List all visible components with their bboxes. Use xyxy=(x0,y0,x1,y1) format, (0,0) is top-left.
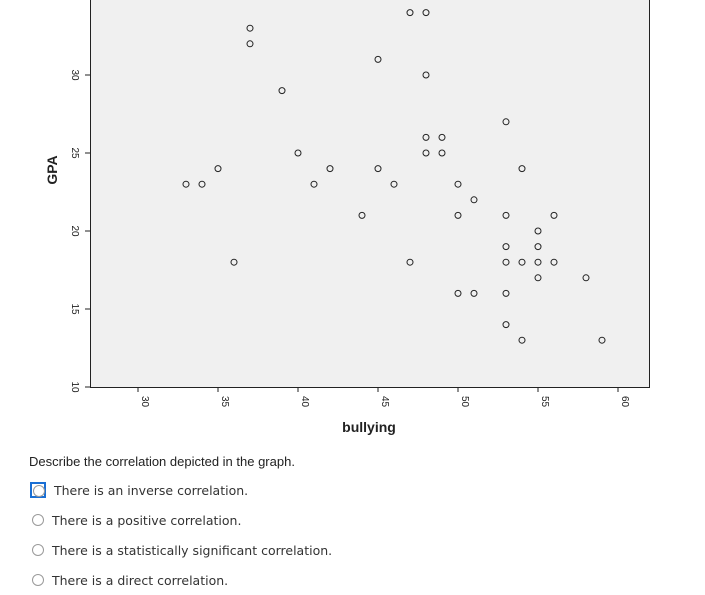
data-point xyxy=(502,258,510,266)
data-point xyxy=(406,258,414,266)
data-point xyxy=(438,149,446,157)
data-point xyxy=(518,336,526,344)
data-point xyxy=(550,211,558,219)
data-point xyxy=(278,87,286,95)
data-point xyxy=(502,211,510,219)
y-axis-label: GPA xyxy=(44,155,60,184)
data-point xyxy=(534,274,542,282)
data-point xyxy=(550,258,558,266)
data-point xyxy=(598,336,606,344)
x-tick-label: 40 xyxy=(299,396,310,408)
data-point xyxy=(374,165,382,173)
x-tick-label: 60 xyxy=(619,396,630,408)
data-point xyxy=(502,321,510,329)
data-point xyxy=(246,24,254,32)
y-tick-label: 25 xyxy=(69,147,80,159)
data-point xyxy=(326,165,334,173)
x-axis-label: bullying xyxy=(342,419,396,435)
data-points xyxy=(182,9,606,344)
option-label: There is a positive correlation. xyxy=(52,512,242,528)
data-point xyxy=(422,71,430,79)
data-point xyxy=(422,9,430,17)
data-point xyxy=(518,165,526,173)
x-tick-label: 55 xyxy=(539,396,550,408)
data-point xyxy=(438,133,446,141)
option-label: There is an inverse correlation. xyxy=(54,482,249,498)
x-tick-label: 35 xyxy=(219,396,230,408)
radio-button[interactable] xyxy=(32,574,44,586)
radio-button[interactable] xyxy=(32,514,44,526)
data-point xyxy=(470,196,478,204)
data-point xyxy=(246,40,254,48)
data-point xyxy=(518,258,526,266)
data-point xyxy=(358,211,366,219)
x-tick-label: 45 xyxy=(379,396,390,408)
data-point xyxy=(502,289,510,297)
data-point xyxy=(534,243,542,251)
option-direct-correlation[interactable]: There is a direct correlation. xyxy=(30,570,228,590)
x-tick-label: 30 xyxy=(139,396,150,408)
y-tick-label: 30 xyxy=(69,69,80,81)
data-point xyxy=(502,118,510,126)
data-point xyxy=(230,258,238,266)
x-tick-label: 50 xyxy=(459,396,470,408)
data-point xyxy=(374,55,382,63)
axes: 30 35 40 45 50 55 60 10 15 20 25 30 xyxy=(69,0,650,408)
option-label: There is a direct correlation. xyxy=(52,572,229,588)
data-point xyxy=(406,9,414,17)
data-point xyxy=(470,289,478,297)
option-label: There is a statistically significant cor… xyxy=(52,542,333,558)
data-point xyxy=(582,274,590,282)
option-significant-correlation[interactable]: There is a statistically significant cor… xyxy=(30,540,332,560)
scatter-chart: 30 35 40 45 50 55 60 10 15 20 25 30 bullying GPA xyxy=(44,0,650,435)
plot-area xyxy=(90,0,650,387)
data-point xyxy=(294,149,302,157)
radio-button[interactable] xyxy=(32,544,44,556)
y-tick-label: 10 xyxy=(69,381,80,393)
data-point xyxy=(214,165,222,173)
option-inverse-correlation[interactable]: There is an inverse correlation. xyxy=(30,480,248,500)
y-tick-label: 15 xyxy=(69,303,80,315)
data-point xyxy=(422,133,430,141)
data-point xyxy=(198,180,206,188)
data-point xyxy=(534,227,542,235)
data-point xyxy=(182,180,190,188)
data-point xyxy=(454,211,462,219)
data-point xyxy=(310,180,318,188)
y-tick-label: 20 xyxy=(69,225,80,237)
data-point xyxy=(454,180,462,188)
data-point xyxy=(534,258,542,266)
question-prompt: Describe the correlation depicted in the… xyxy=(29,454,295,469)
data-point xyxy=(454,289,462,297)
option-positive-correlation[interactable]: There is a positive correlation. xyxy=(30,510,241,530)
data-point xyxy=(502,243,510,251)
radio-button[interactable] xyxy=(30,482,46,498)
data-point xyxy=(422,149,430,157)
data-point xyxy=(390,180,398,188)
